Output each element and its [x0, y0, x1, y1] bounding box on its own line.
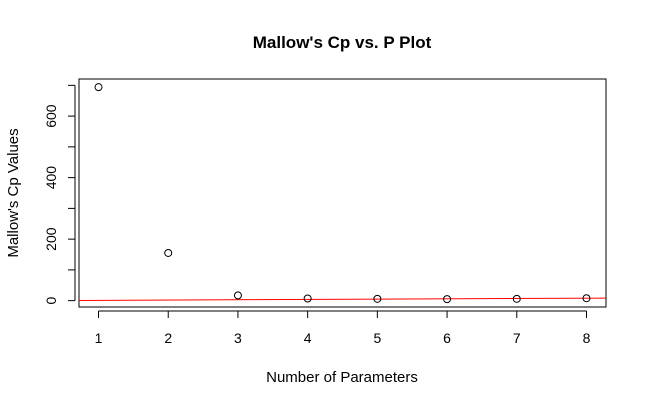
data-point: [164, 248, 173, 257]
data-point: [303, 294, 312, 303]
x-tick-label: 1: [95, 330, 103, 346]
plot-area: [78, 83, 607, 304]
x-tick-label: 3: [234, 330, 242, 346]
x-tick-label: 6: [443, 330, 451, 346]
data-point: [233, 291, 242, 300]
x-axis: 1 2 3 4 5 6 7 8: [95, 310, 591, 346]
data-point: [582, 294, 591, 303]
chart-title: Mallow's Cp vs. P Plot: [253, 33, 432, 52]
plot-frame: [78, 78, 607, 308]
x-tick-label: 8: [583, 330, 591, 346]
y-axis: 0 200 400 600: [43, 84, 76, 305]
data-point: [94, 83, 103, 92]
data-point: [512, 294, 521, 303]
data-point: [443, 295, 452, 304]
x-axis-label: Number of Parameters: [266, 369, 418, 386]
x-tick-label: 2: [164, 330, 172, 346]
reference-line: [78, 297, 607, 301]
y-tick-label: 0: [43, 297, 59, 305]
y-tick-label: 600: [43, 104, 59, 128]
y-axis-label: Mallow's Cp Values: [5, 128, 22, 257]
x-tick-label: 5: [373, 330, 381, 346]
y-tick-label: 200: [43, 227, 59, 251]
x-tick-label: 7: [513, 330, 521, 346]
data-point: [373, 294, 382, 303]
x-tick-label: 4: [304, 330, 312, 346]
y-tick-label: 400: [43, 166, 59, 190]
